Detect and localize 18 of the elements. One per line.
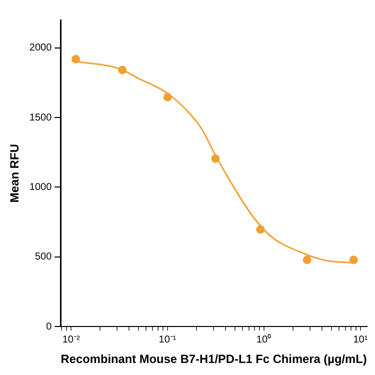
point xyxy=(118,66,127,74)
point xyxy=(302,256,312,264)
x-tick-label: 10¹ xyxy=(353,334,368,346)
y-axis-title: Mean RFU xyxy=(8,144,22,203)
y-tick-label: 500 xyxy=(34,252,52,263)
point xyxy=(72,54,80,64)
y-tick-label: 1000 xyxy=(29,182,52,193)
point xyxy=(256,225,265,234)
x-tick-label: 10⁰ xyxy=(256,333,272,346)
x-tick-label: 10⁻¹ xyxy=(158,334,177,346)
x-axis-title: Recombinant Mouse B7-H1/PD-L1 Fc Chimera (µg/mL) xyxy=(60,352,367,366)
point xyxy=(349,256,358,264)
point xyxy=(163,92,172,102)
y-tick-label: 2000 xyxy=(29,42,52,54)
y-tick-label: 1500 xyxy=(29,112,52,124)
y-tick-label: 0 xyxy=(46,321,52,332)
x-tick-label: 10⁻² xyxy=(62,334,80,346)
point xyxy=(211,154,220,163)
